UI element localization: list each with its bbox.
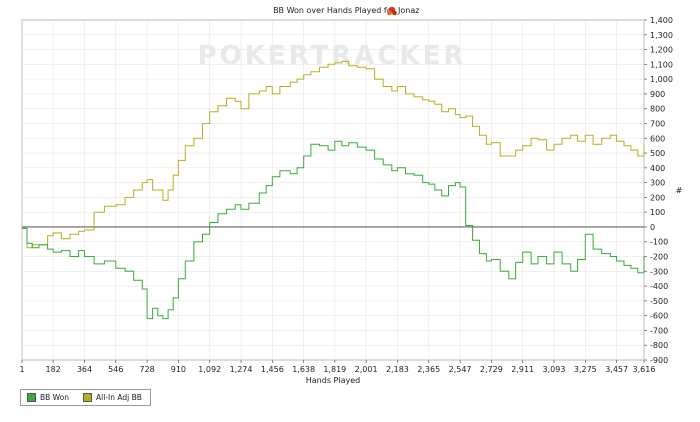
- y-tick-label: -500: [650, 297, 668, 306]
- legend-item-all-in-adj-bb[interactable]: All-In Adj BB: [83, 393, 142, 402]
- legend-item-bb-won[interactable]: BB Won: [27, 393, 69, 402]
- y-axis-ticks: -900 -800 -700 -600 -500 -400 -300 -200 -100 0 100…: [644, 16, 673, 365]
- y-tick-label: -900: [650, 356, 668, 365]
- x-tick-label: 1: [19, 365, 24, 374]
- x-tick-label: 1,456: [261, 365, 284, 374]
- y-tick-label: 800: [650, 105, 665, 114]
- player-icon: [387, 6, 397, 16]
- legend-label: BB Won: [40, 393, 69, 402]
- y-axis-label: #: [676, 186, 683, 195]
- y-tick-label: 1,200: [650, 46, 673, 55]
- x-tick-label: 3,275: [574, 365, 597, 374]
- y-tick-label: 200: [650, 193, 665, 202]
- x-tick-label: 1,092: [198, 365, 221, 374]
- y-tick-label: 1,300: [650, 31, 673, 40]
- x-tick-label: 2,729: [480, 365, 503, 374]
- series-line-all-in-adj-bb: [22, 60, 645, 249]
- y-tick-label: 1,100: [650, 60, 673, 69]
- y-tick-label: 300: [650, 179, 665, 188]
- player-name: Jonaz: [397, 6, 419, 15]
- x-tick-label: 546: [108, 365, 123, 374]
- y-tick-label: 1,000: [650, 75, 673, 84]
- x-tick-label: 728: [139, 365, 154, 374]
- y-tick-label: 1,400: [650, 16, 673, 25]
- y-tick-label: 500: [650, 149, 665, 158]
- series-layer: [22, 60, 645, 320]
- x-tick-label: 1,638: [292, 365, 315, 374]
- legend-swatch: [83, 393, 92, 402]
- x-tick-label: 364: [77, 365, 92, 374]
- y-tick-label: -300: [650, 267, 668, 276]
- x-tick-label: 3,093: [543, 365, 566, 374]
- y-tick-label: 400: [650, 164, 665, 173]
- x-tick-label: 2,547: [449, 365, 472, 374]
- chart-title: BB Won over Hands Played for: [273, 6, 396, 15]
- y-tick-label: -200: [650, 253, 668, 262]
- series-line-bb-won: [22, 140, 645, 320]
- y-tick-label: 900: [650, 90, 665, 99]
- x-tick-label: 3,616: [633, 365, 656, 374]
- x-tick-label: 2,911: [511, 365, 534, 374]
- legend-label: All-In Adj BB: [96, 393, 142, 402]
- x-tick-label: 182: [46, 365, 61, 374]
- x-tick-label: 2,365: [417, 365, 440, 374]
- x-tick-label: 1,274: [230, 365, 253, 374]
- x-tick-label: 910: [171, 365, 186, 374]
- y-tick-label: -800: [650, 341, 668, 350]
- watermark: POKERTRACKER: [198, 41, 467, 71]
- y-tick-label: 0: [650, 223, 655, 232]
- plot-area: [21, 19, 645, 361]
- x-axis-ticks: 1 182 364 546 728 910 1,092 1,274 1,456 1,638 1,81…: [19, 360, 655, 374]
- y-tick-label: -700: [650, 326, 668, 335]
- legend-swatch: [27, 393, 36, 402]
- x-tick-label: 1,819: [323, 365, 346, 374]
- y-tick-label: 700: [650, 119, 665, 128]
- y-tick-label: -100: [650, 238, 668, 247]
- x-tick-label: 3,457: [605, 365, 628, 374]
- legend: BB Won All-In Adj BB: [20, 389, 151, 406]
- x-axis-label: Hands Played: [306, 376, 360, 385]
- y-tick-label: -600: [650, 312, 668, 321]
- y-tick-label: -400: [650, 282, 668, 291]
- x-tick-label: 2,183: [386, 365, 409, 374]
- y-tick-label: 100: [650, 208, 665, 217]
- y-tick-label: 600: [650, 134, 665, 143]
- chart-title-text: BB Won over Hands Played for: [273, 6, 396, 15]
- x-tick-label: 2,001: [355, 365, 378, 374]
